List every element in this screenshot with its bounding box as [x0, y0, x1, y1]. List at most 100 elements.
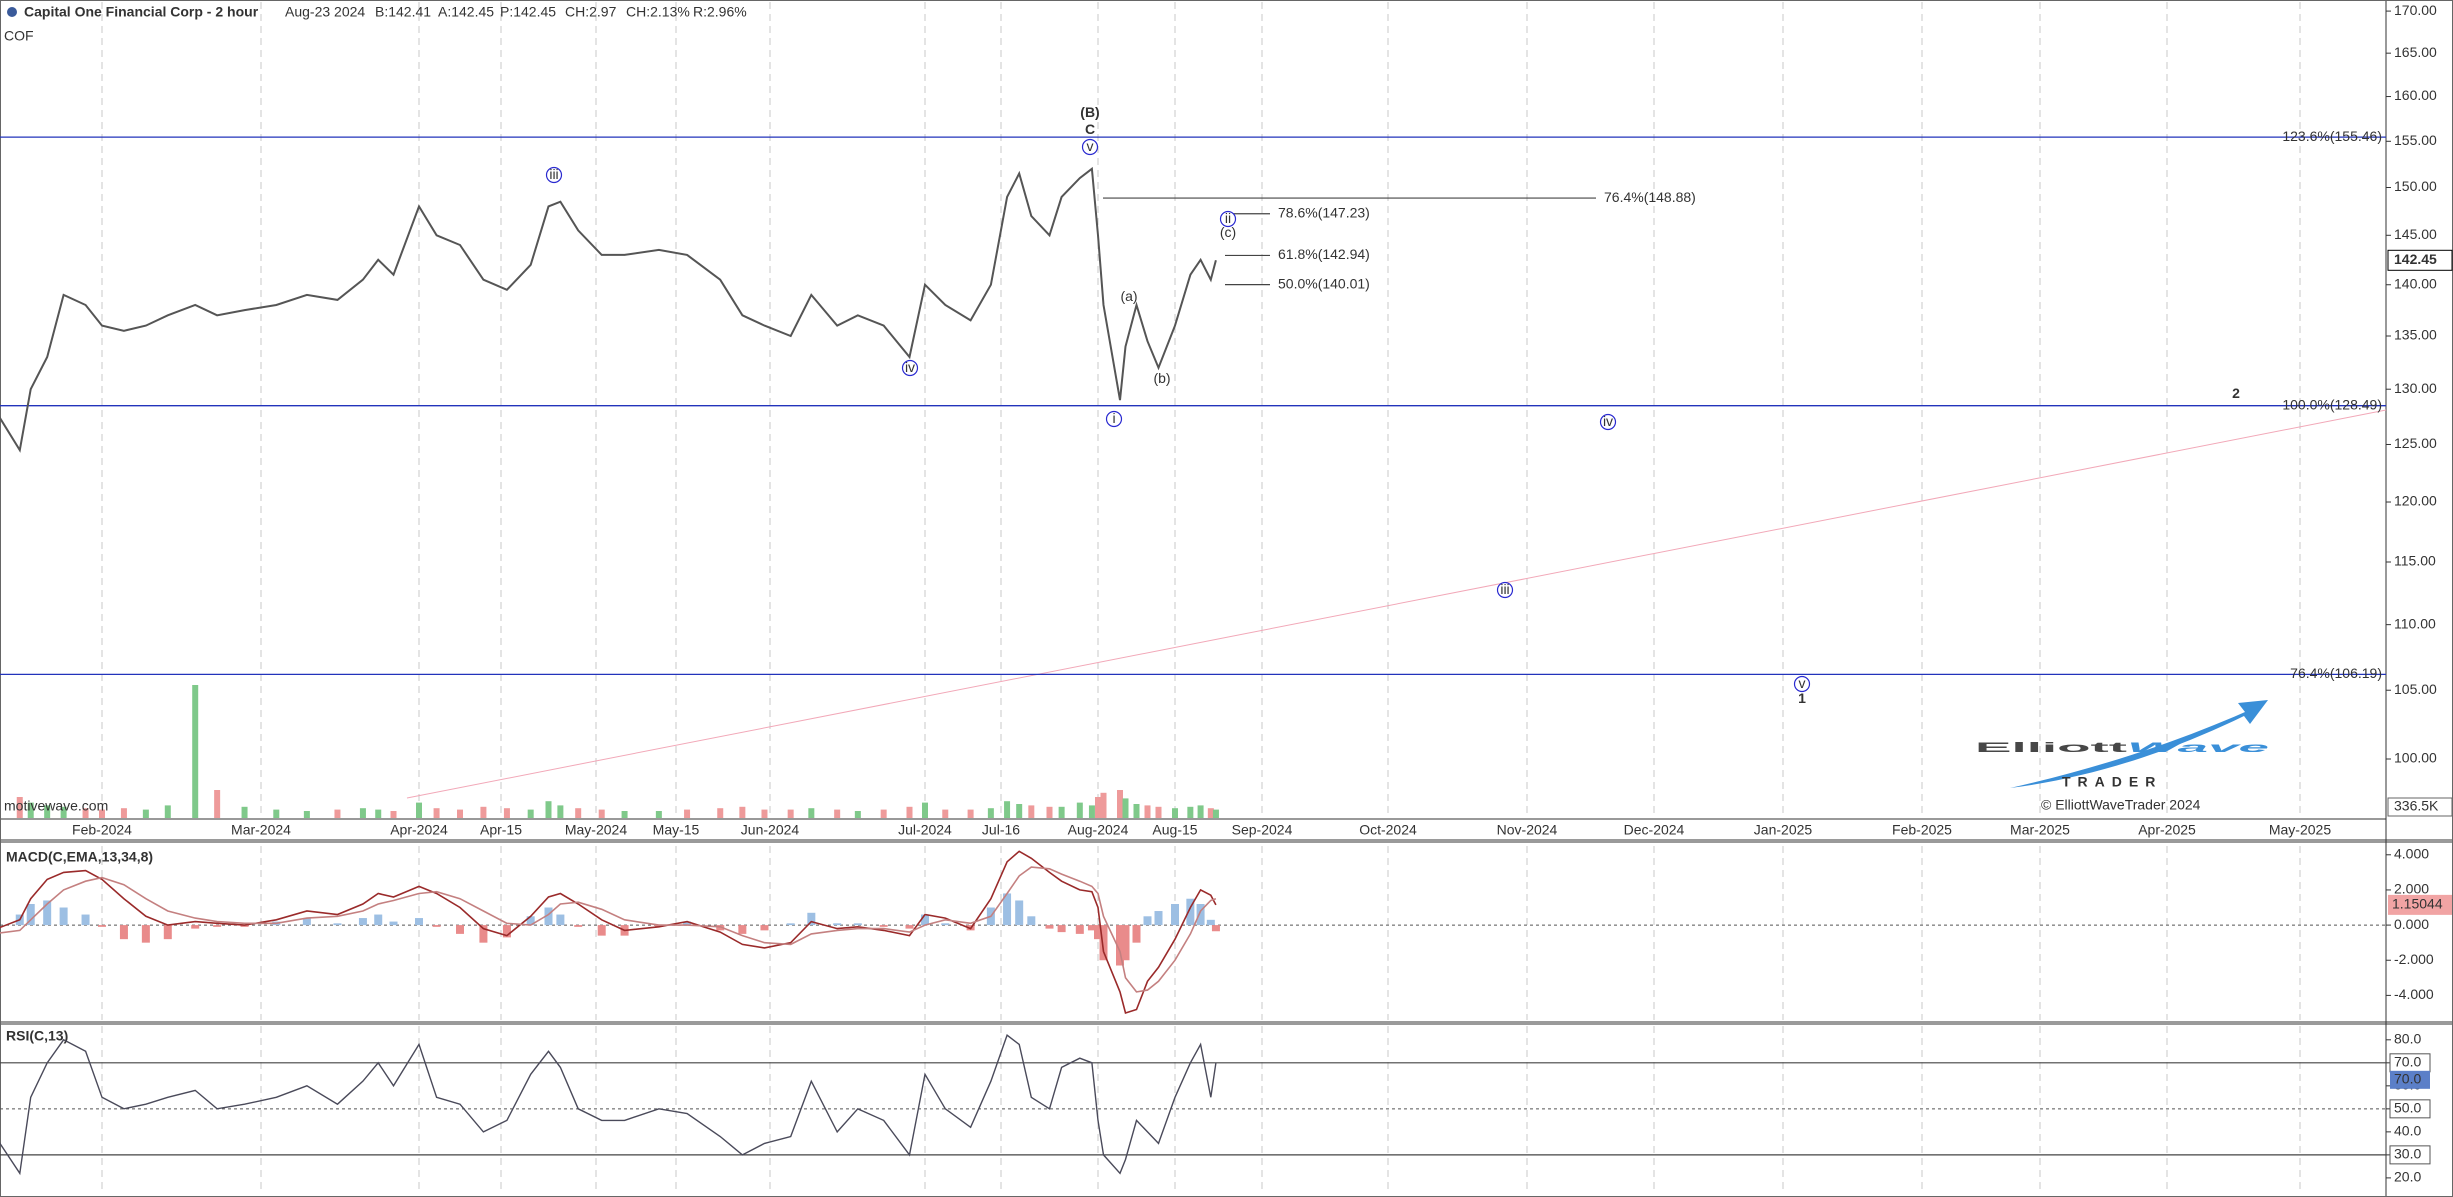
- wave-label: (c): [1220, 224, 1236, 240]
- volume-bar: [922, 802, 928, 818]
- volume-bar: [241, 806, 248, 818]
- volume-bar: [60, 806, 67, 818]
- y-tick-label: 135.00: [2394, 327, 2437, 343]
- x-tick-label: Apr-15: [480, 822, 522, 838]
- volume-bar: [192, 685, 199, 818]
- volume-bar: [44, 805, 51, 818]
- volume-bar: [433, 808, 440, 818]
- wave-label: v: [1799, 675, 1806, 691]
- volume-bar: [717, 808, 724, 818]
- histogram-bar: [879, 925, 888, 927]
- histogram-bar: [738, 925, 747, 934]
- price-line: [0, 166, 1217, 453]
- tick-box: [2389, 1099, 2431, 1119]
- logo-accent: Wave: [2127, 739, 2270, 755]
- histogram-bar: [1045, 925, 1054, 929]
- volume-bar: [375, 809, 382, 818]
- y-tick-label: 30.0: [2394, 1146, 2421, 1162]
- x-tick-label: Jul-16: [982, 822, 1020, 838]
- histogram-bar: [81, 914, 90, 926]
- histogram-bar: [1116, 925, 1124, 966]
- y-tick-label: -4.000: [2394, 986, 2434, 1002]
- histogram-bar: [556, 914, 565, 926]
- volume-bar: [739, 806, 746, 818]
- y-tick-label: 165.00: [2394, 44, 2437, 60]
- volume-bar: [1172, 808, 1178, 818]
- histogram-bar: [43, 900, 52, 926]
- macd-value: 1.15044: [2392, 896, 2443, 912]
- x-tick-label: Nov-2024: [1497, 822, 1558, 838]
- wave-label: 2: [2232, 385, 2240, 401]
- y-tick-label: 115.00: [2394, 553, 2436, 569]
- histogram-bar: [1057, 925, 1066, 933]
- volume-bar: [82, 808, 89, 818]
- y-tick-label: 50.0: [2394, 1100, 2421, 1116]
- histogram-bar: [760, 925, 769, 931]
- volume-bar: [787, 809, 794, 818]
- wave-label: v: [1087, 138, 1094, 154]
- panel-title: MACD(C,EMA,13,34,8): [6, 849, 153, 865]
- y-tick-label: 105.00: [2394, 681, 2437, 697]
- histogram-bar: [905, 925, 914, 929]
- volume-bar: [416, 802, 422, 818]
- y-tick-label: 80.0: [2394, 1031, 2421, 1047]
- histogram-bar: [1143, 916, 1152, 926]
- x-tick-label: Feb-2024: [72, 822, 132, 838]
- volume-bar: [1076, 802, 1083, 818]
- wave-label: i: [1112, 410, 1115, 426]
- source: motivewave.com: [4, 798, 108, 814]
- histogram-bar: [26, 904, 35, 926]
- histogram-bar: [59, 907, 68, 926]
- histogram-bar: [333, 923, 342, 926]
- x-tick-label: Apr-2024: [390, 822, 448, 838]
- wave-circle: [1219, 210, 1237, 228]
- x-tick-label: Mar-2024: [231, 822, 291, 838]
- volume-bar: [99, 809, 105, 818]
- y-tick-label: 160.00: [2394, 87, 2437, 103]
- histogram-bar: [526, 916, 535, 926]
- x-tick-label: May-15: [653, 822, 700, 838]
- volume-bar: [575, 808, 582, 818]
- y-tick-label: 120.00: [2394, 493, 2437, 509]
- fib-label: 78.6%(147.23): [1278, 204, 1370, 220]
- histogram-bar: [807, 912, 816, 926]
- histogram-bar: [786, 923, 795, 926]
- volume-bar: [457, 809, 463, 818]
- wave-circle: [901, 359, 919, 377]
- macd-line: [0, 850, 1217, 1015]
- histogram-bar: [163, 925, 172, 940]
- volume-bar: [303, 811, 310, 818]
- histogram-bar: [853, 923, 862, 926]
- volume-bar: [545, 801, 552, 818]
- histogram-bar: [1015, 900, 1024, 926]
- histogram-bar: [1206, 919, 1215, 926]
- rsi-line: [0, 1034, 1217, 1176]
- x-tick-label: May-2025: [2269, 822, 2331, 838]
- histogram-bar: [1003, 893, 1012, 926]
- volume-bar: [967, 809, 974, 818]
- current-price: 142.45: [2394, 251, 2437, 267]
- histogram-bar: [374, 914, 383, 926]
- x-tick-label: Apr-2025: [2138, 822, 2196, 838]
- volume-bar: [480, 806, 487, 818]
- histogram-bar: [1132, 925, 1141, 943]
- volume-bar: [1028, 805, 1035, 818]
- volume-bar: [1122, 798, 1129, 818]
- volume-bar: [1100, 792, 1107, 818]
- volume-bar: [164, 805, 171, 818]
- histogram-bar: [921, 914, 929, 926]
- y-tick-label: 125.00: [2394, 435, 2437, 451]
- symbol: COF: [4, 28, 34, 44]
- volume-bar: [880, 809, 887, 818]
- x-tick-label: Aug-15: [1152, 822, 1197, 838]
- histogram-bar: [941, 923, 950, 926]
- histogram-bar: [213, 925, 222, 927]
- wave-label: iii: [1500, 581, 1509, 597]
- histogram-bar: [502, 925, 511, 938]
- volume-bar: [808, 808, 815, 818]
- volume-bar: [214, 790, 221, 818]
- volume-bar: [1144, 805, 1151, 818]
- wave-label: ii: [1225, 210, 1231, 226]
